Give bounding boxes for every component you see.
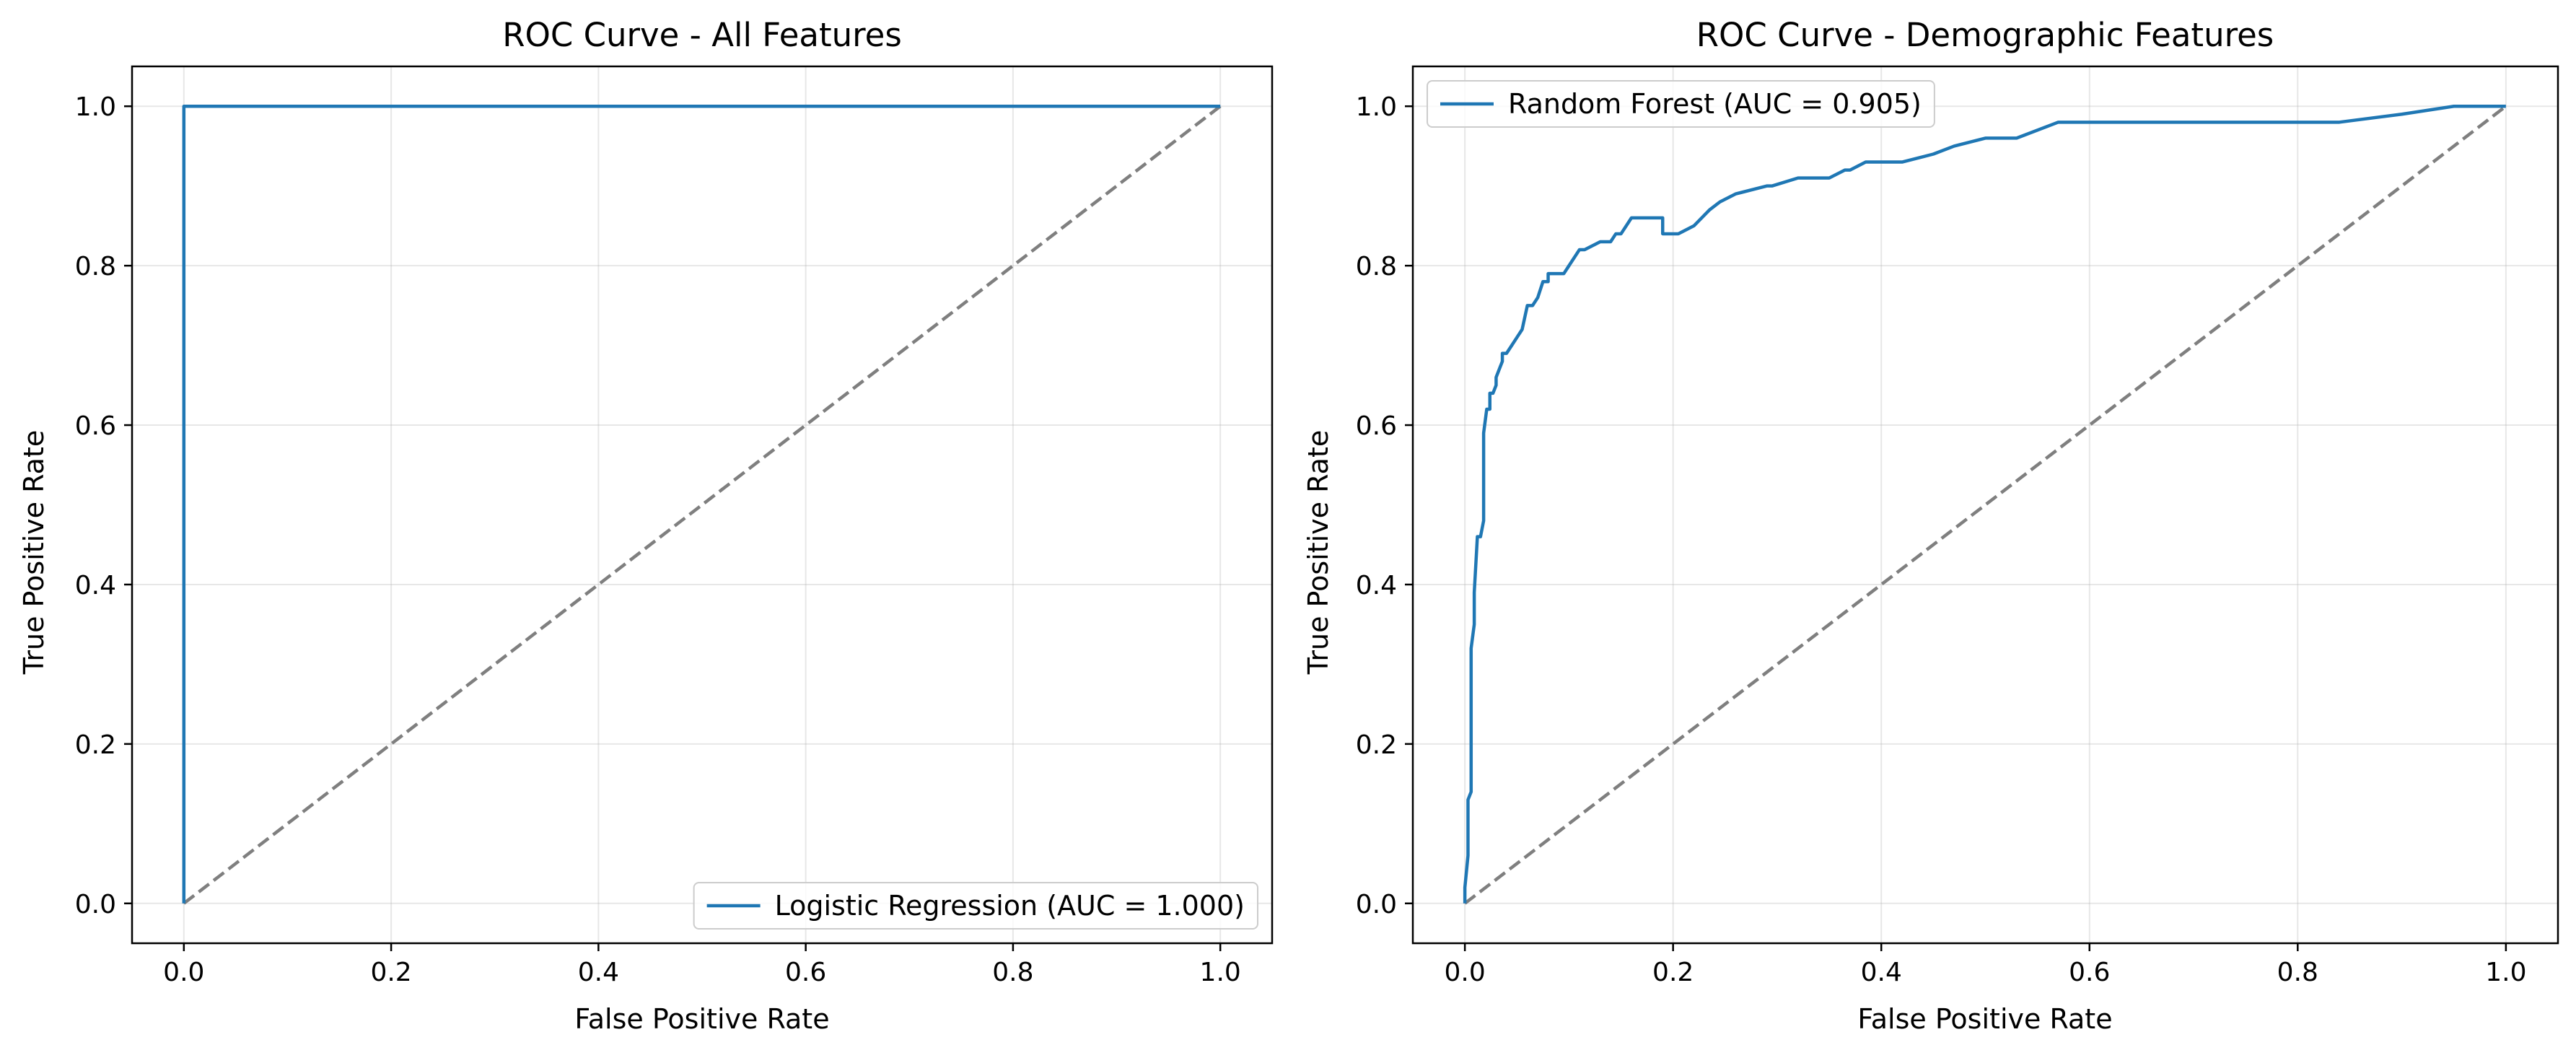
- y-tick-label: 0.6: [75, 411, 116, 441]
- grid: [1413, 66, 2558, 943]
- x-tick-label: 1.0: [2485, 958, 2526, 987]
- plot-frame: [131, 65, 1274, 945]
- legend-label: Random Forest (AUC = 0.905): [1508, 88, 1922, 120]
- x-tick-label: 0.4: [1861, 958, 1902, 987]
- chance-reference-line: [183, 105, 1222, 905]
- plot-frame: [1411, 65, 2559, 945]
- y-tick-label: 1.0: [1356, 92, 1397, 122]
- x-tick-label: 0.6: [785, 958, 826, 987]
- x-tick-label: 0.6: [2069, 958, 2110, 987]
- x-tick-label: 0.4: [578, 958, 619, 987]
- chance-reference-line: [1463, 105, 2507, 905]
- y-tick-label: 0.6: [1356, 411, 1397, 441]
- x-axis-label: False Positive Rate: [1857, 1003, 2112, 1035]
- roc-curve-line: [1463, 104, 2506, 904]
- grid: [132, 66, 1272, 943]
- y-tick-label: 0.2: [75, 730, 116, 760]
- y-axis-label: True Positive Rate: [1302, 430, 1334, 676]
- legend-box: [1427, 80, 1935, 128]
- legend: Random Forest (AUC = 0.905): [1427, 80, 1935, 128]
- legend-label: Logistic Regression (AUC = 1.000): [775, 890, 1245, 922]
- y-tick-label: 0.8: [75, 252, 116, 281]
- x-tick-label: 0.0: [1445, 958, 1486, 987]
- y-tick-label: 0.8: [1356, 252, 1397, 281]
- y-tick-label: 0.4: [75, 571, 116, 600]
- x-axis-label: False Positive Rate: [574, 1003, 829, 1035]
- y-tick-label: 0.0: [1356, 890, 1397, 919]
- y-tick-label: 0.0: [75, 890, 116, 919]
- legend-box: [693, 882, 1258, 930]
- y-tick-label: 0.4: [1356, 571, 1397, 600]
- x-tick-label: 0.8: [992, 958, 1033, 987]
- y-axis-label: True Positive Rate: [18, 430, 50, 676]
- chart-title: ROC Curve - Demographic Features: [1696, 16, 2274, 54]
- y-tick-label: 1.0: [75, 92, 116, 122]
- roc-curve-line: [182, 104, 1221, 904]
- legend: Logistic Regression (AUC = 1.000): [693, 882, 1258, 930]
- x-tick-label: 0.2: [1652, 958, 1694, 987]
- x-tick-label: 1.0: [1200, 958, 1241, 987]
- roc-panel-demographic-features: ROC Curve - Demographic Features False P…: [1302, 16, 2559, 1035]
- chart-title: ROC Curve - All Features: [502, 16, 902, 54]
- x-tick-label: 0.2: [370, 958, 411, 987]
- y-tick-label: 0.2: [1356, 730, 1397, 760]
- x-tick-label: 0.0: [163, 958, 204, 987]
- x-tick-label: 0.8: [2277, 958, 2318, 987]
- roc-panel-all-features: ROC Curve - All Features False Positive …: [18, 16, 1274, 1035]
